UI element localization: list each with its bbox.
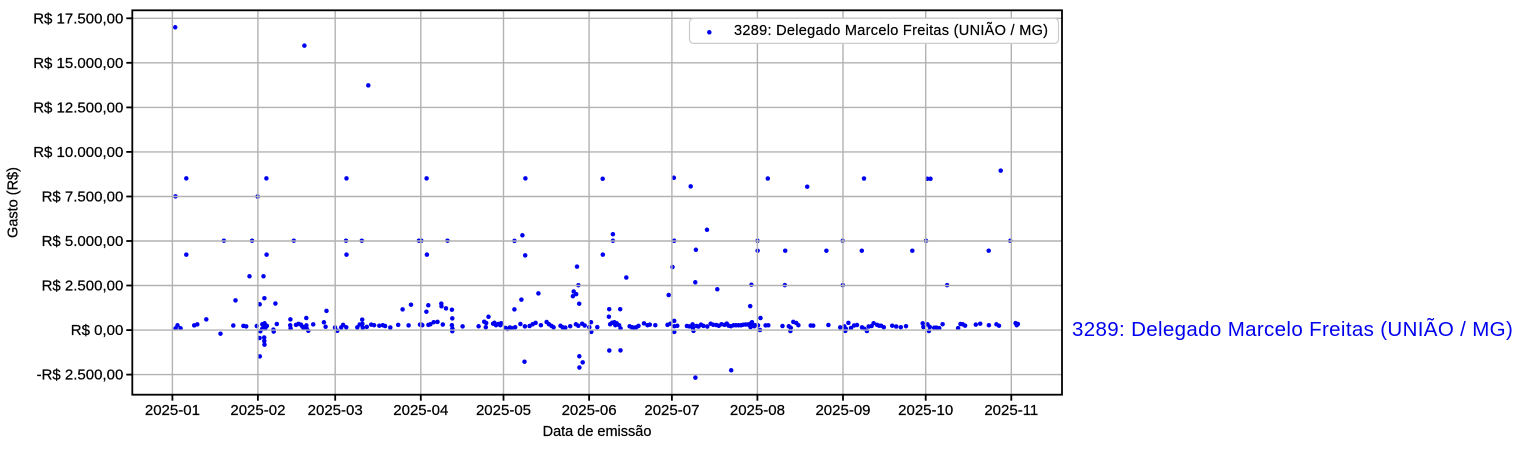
svg-text:R$ 0,00: R$ 0,00 bbox=[71, 322, 124, 339]
svg-text:R$ 12.500,00: R$ 12.500,00 bbox=[33, 99, 123, 116]
svg-text:R$ 7.500,00: R$ 7.500,00 bbox=[42, 189, 124, 206]
svg-text:2025-02: 2025-02 bbox=[230, 402, 285, 419]
svg-text:2025-04: 2025-04 bbox=[393, 402, 448, 419]
svg-text:2025-01: 2025-01 bbox=[145, 402, 200, 419]
svg-text:R$ 10.000,00: R$ 10.000,00 bbox=[33, 144, 123, 161]
svg-text:2025-10: 2025-10 bbox=[898, 402, 953, 419]
svg-text:2025-05: 2025-05 bbox=[476, 402, 531, 419]
svg-text:3289: Delegado Marcelo Freitas: 3289: Delegado Marcelo Freitas (UNIÃO / … bbox=[1072, 318, 1513, 341]
svg-text:2025-08: 2025-08 bbox=[730, 402, 785, 419]
svg-text:R$ 2.500,00: R$ 2.500,00 bbox=[42, 278, 124, 295]
svg-text:R$ 5.000,00: R$ 5.000,00 bbox=[42, 233, 124, 250]
svg-text:2025-07: 2025-07 bbox=[644, 402, 699, 419]
svg-text:-R$ 2.500,00: -R$ 2.500,00 bbox=[37, 367, 124, 384]
svg-text:2025-06: 2025-06 bbox=[562, 402, 617, 419]
svg-text:Data de emissão: Data de emissão bbox=[543, 424, 652, 440]
svg-text:2025-03: 2025-03 bbox=[308, 402, 363, 419]
svg-text:R$ 17.500,00: R$ 17.500,00 bbox=[33, 10, 123, 27]
svg-text:2025-11: 2025-11 bbox=[984, 402, 1038, 419]
svg-text:2025-09: 2025-09 bbox=[815, 402, 870, 419]
svg-text:3289: Delegado Marcelo Freitas: 3289: Delegado Marcelo Freitas (UNIÃO / … bbox=[734, 22, 1048, 39]
svg-text:Gasto (R$): Gasto (R$) bbox=[6, 167, 22, 238]
svg-text:R$ 15.000,00: R$ 15.000,00 bbox=[33, 55, 123, 72]
